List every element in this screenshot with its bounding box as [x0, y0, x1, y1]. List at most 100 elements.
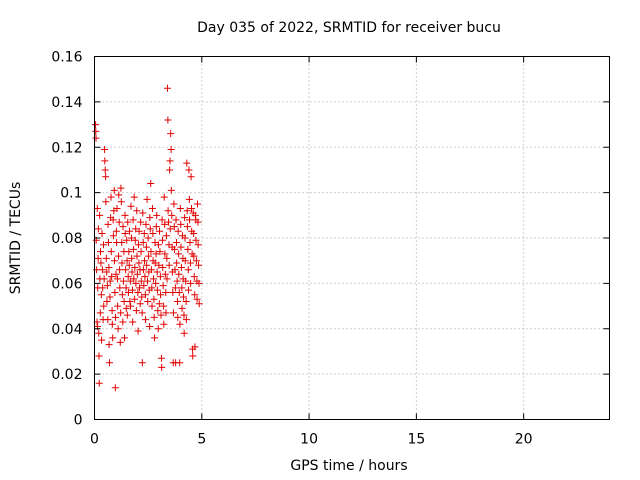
y-tick-label: 0.02 [51, 367, 82, 383]
data-point [117, 309, 125, 317]
data-point [92, 134, 100, 142]
data-point [195, 300, 203, 308]
data-point [137, 218, 145, 226]
data-point [165, 261, 173, 269]
data-point [150, 275, 158, 283]
data-point [121, 334, 129, 342]
data-point [183, 223, 191, 231]
data-point [117, 184, 125, 192]
data-point [99, 284, 107, 292]
y-tick-label: 0 [74, 413, 83, 429]
data-point [187, 173, 195, 181]
data-point [138, 359, 146, 367]
data-point [176, 205, 184, 213]
data-point [103, 298, 111, 306]
data-point [110, 257, 118, 265]
x-tick-label: 20 [515, 432, 533, 448]
data-point [115, 252, 123, 260]
plot-frame [94, 56, 610, 420]
data-point [135, 227, 143, 235]
data-point [175, 288, 183, 296]
data-point [171, 245, 179, 253]
data-point [126, 298, 134, 306]
data-point [102, 254, 110, 262]
data-point [130, 275, 138, 283]
data-point [142, 316, 150, 324]
data-point [169, 309, 177, 317]
data-point [144, 234, 152, 242]
data-point [114, 325, 122, 333]
data-point [125, 227, 133, 235]
data-point [147, 180, 155, 188]
data-point [135, 259, 143, 267]
data-point [160, 320, 168, 328]
data-point [94, 225, 102, 233]
data-point [148, 284, 156, 292]
data-point [144, 277, 152, 285]
data-point [165, 218, 173, 226]
data-point [175, 270, 183, 278]
data-point [101, 166, 109, 174]
data-point [174, 227, 182, 235]
data-point [151, 334, 159, 342]
data-point [122, 304, 130, 312]
data-point [100, 302, 108, 310]
y-tick-label: 0.16 [51, 50, 82, 66]
data-point [137, 248, 145, 256]
data-point [187, 279, 195, 287]
data-point [174, 298, 182, 306]
data-point [158, 363, 166, 371]
data-point [148, 205, 156, 213]
data-point [107, 193, 115, 201]
data-point [187, 205, 195, 213]
data-point [185, 195, 193, 203]
data-point [184, 245, 192, 253]
data-point [92, 127, 100, 135]
data-point [194, 200, 201, 208]
data-point [156, 248, 164, 256]
data-point [186, 216, 194, 224]
data-point [111, 384, 119, 392]
data-point [192, 236, 200, 244]
data-point [121, 211, 129, 219]
data-point [134, 241, 142, 249]
data-point [134, 288, 142, 296]
data-point [173, 259, 181, 267]
data-point [195, 279, 203, 287]
data-point [182, 298, 190, 306]
data-point [153, 211, 161, 219]
data-point [140, 229, 148, 237]
data-point [101, 157, 109, 165]
data-point [157, 354, 165, 362]
data-point [133, 252, 141, 260]
data-point [109, 216, 117, 224]
data-point [139, 266, 147, 274]
data-point [172, 216, 180, 224]
data-point [139, 239, 147, 247]
data-point [186, 259, 194, 267]
data-point [129, 318, 137, 326]
data-point [109, 232, 117, 240]
data-point [151, 259, 159, 267]
data-point [191, 343, 199, 351]
data-point [103, 268, 111, 276]
data-point [106, 359, 114, 367]
data-point [104, 239, 112, 247]
data-point [104, 220, 112, 228]
y-tick-label: 0.08 [51, 231, 82, 247]
data-point [102, 173, 110, 181]
data-point [183, 207, 191, 215]
data-point [161, 220, 169, 228]
x-tick-label: 5 [197, 432, 206, 448]
data-point [94, 254, 102, 262]
data-point [152, 279, 160, 287]
data-point [116, 266, 124, 274]
data-point [162, 309, 170, 317]
data-point [140, 282, 148, 290]
y-tick-label: 0.1 [60, 186, 82, 202]
data-point [161, 270, 169, 278]
data-point [186, 239, 194, 247]
data-point [133, 207, 141, 215]
data-point [127, 302, 135, 310]
data-point [190, 273, 198, 281]
